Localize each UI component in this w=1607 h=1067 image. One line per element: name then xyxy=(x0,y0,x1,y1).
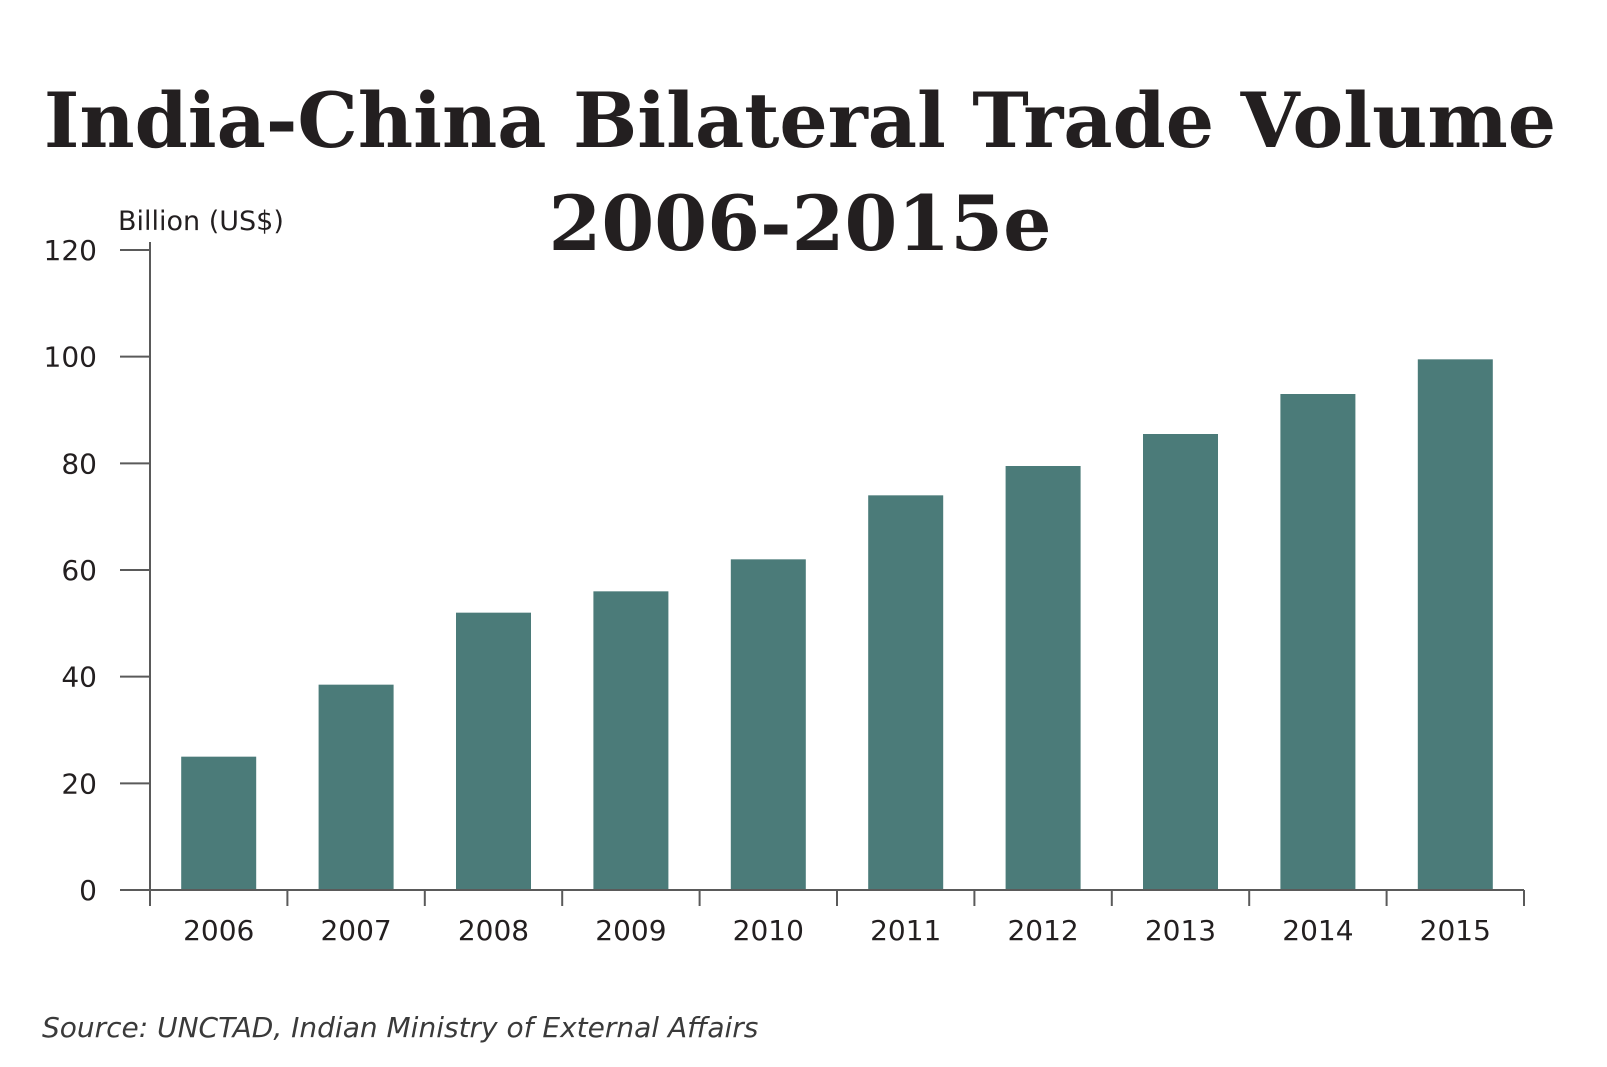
bar-2006 xyxy=(181,756,257,890)
chart-title: India-China Bilateral Trade Volume xyxy=(44,76,1556,165)
bar-2010 xyxy=(730,559,806,890)
y-tick-label: 80 xyxy=(61,447,97,480)
x-tick-label: 2012 xyxy=(1007,914,1078,947)
x-tick-label: 2008 xyxy=(458,914,529,947)
bar-2011 xyxy=(868,495,944,890)
bar-2015 xyxy=(1417,359,1493,890)
x-tick-label: 2013 xyxy=(1145,914,1216,947)
x-tick-label: 2006 xyxy=(183,914,254,947)
bar-2013 xyxy=(1143,434,1218,890)
x-tick-label: 2014 xyxy=(1282,914,1353,947)
bar-2014 xyxy=(1280,394,1356,890)
y-tick-label: 40 xyxy=(61,661,97,694)
y-axis-label: Billion (US$) xyxy=(118,206,284,237)
source-note: Source: UNCTAD, Indian Ministry of Exter… xyxy=(42,1011,758,1044)
y-tick-label: 60 xyxy=(61,554,97,587)
chart-subtitle: 2006-2015e xyxy=(549,179,1052,268)
bar-2012 xyxy=(1005,466,1081,890)
x-tick-label: 2011 xyxy=(870,914,941,947)
bars xyxy=(181,359,1493,890)
x-tick-label: 2010 xyxy=(733,914,804,947)
y-tick-label: 20 xyxy=(61,767,97,800)
bar-2009 xyxy=(593,591,669,890)
x-tick-label: 2015 xyxy=(1420,914,1491,947)
y-tick-label: 100 xyxy=(44,341,97,374)
y-tick-label: 120 xyxy=(44,234,97,267)
bar-2008 xyxy=(456,612,531,890)
y-tick-label: 0 xyxy=(79,874,97,907)
x-tick-label: 2007 xyxy=(320,914,391,947)
y-axis-ticks: 0 20 40 60 80 100 120 xyxy=(44,234,150,907)
bar-2007 xyxy=(318,684,394,890)
x-tick-label: 2009 xyxy=(595,914,666,947)
x-axis-ticks: 2006 2007 2008 2009 2010 2011 2012 2013 2014 2015 xyxy=(149,890,1525,947)
